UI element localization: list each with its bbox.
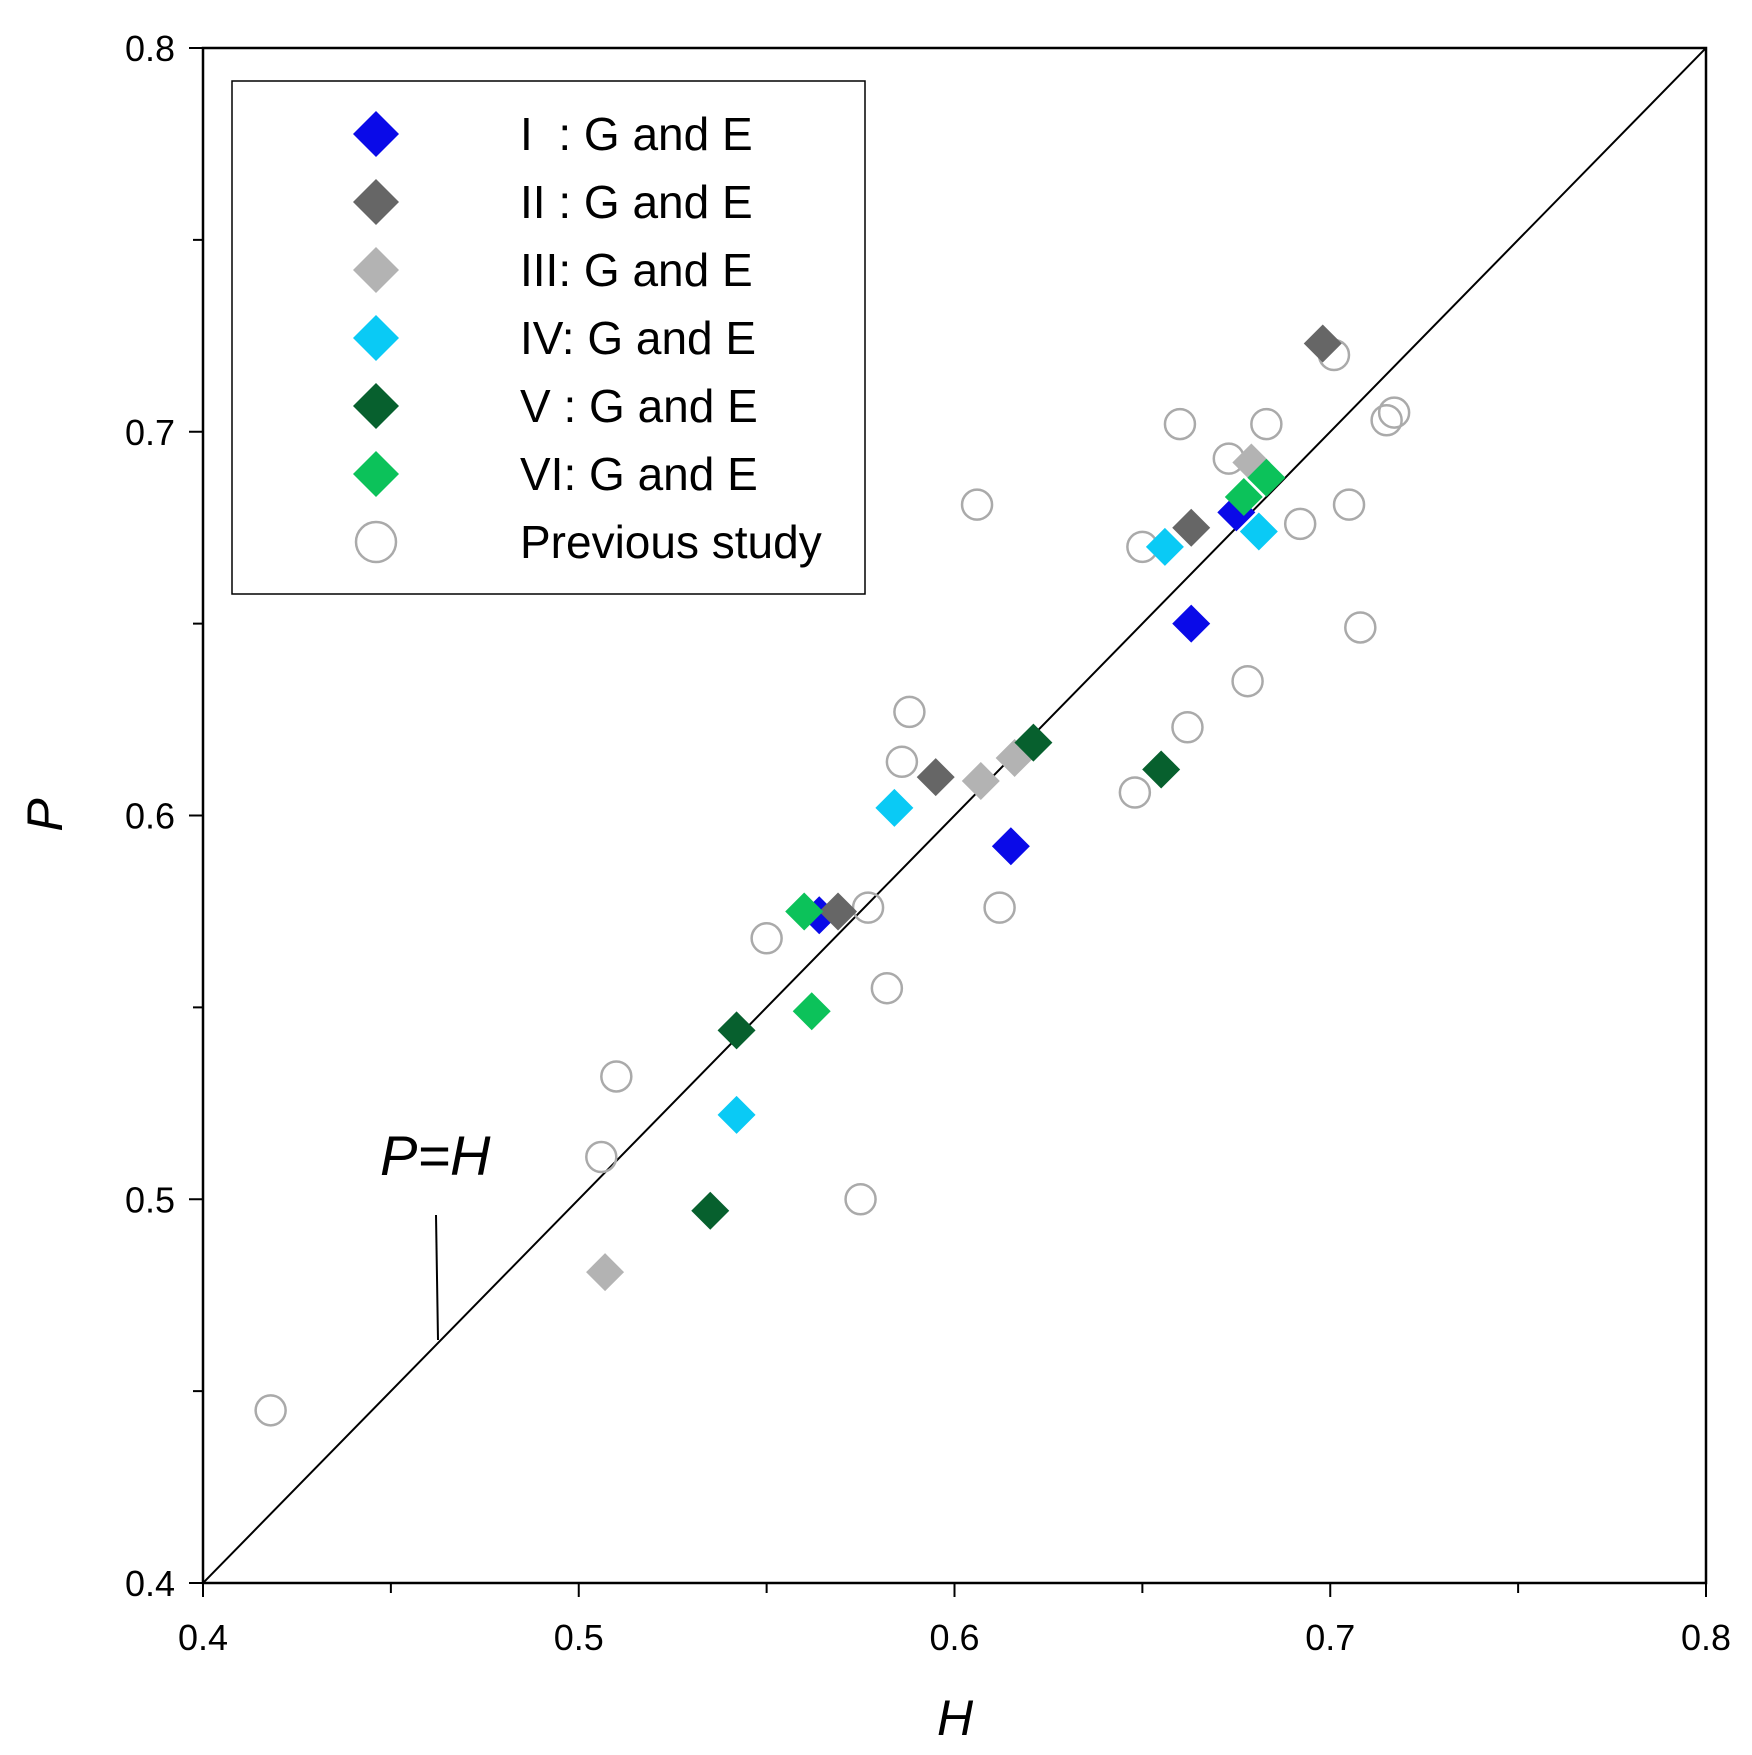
data-point-diamond: [1239, 512, 1278, 551]
legend-label: II : G and E: [520, 176, 753, 228]
data-point-circle: [1171, 710, 1204, 744]
annotation-pointer: [435, 1214, 439, 1341]
data-point-circle: [870, 971, 904, 1005]
data-point-circle: [1370, 403, 1403, 437]
y-axis-title: P: [17, 798, 73, 832]
data-point-diamond: [1145, 527, 1184, 566]
data-point-circle: [750, 922, 783, 955]
data-point-circle: [1118, 776, 1152, 809]
data-point-circle: [600, 1060, 633, 1093]
data-point-circle: [893, 695, 926, 729]
data-point-circle: [885, 745, 919, 779]
annotation-group: P=H: [380, 1124, 491, 1341]
x-tick-label: 0.4: [178, 1617, 228, 1658]
data-point-circle: [1231, 664, 1264, 698]
legend-box: [231, 80, 866, 595]
data-point-diamond: [991, 827, 1030, 866]
annotation-text: P=H: [380, 1124, 491, 1187]
legend-label: I : G and E: [520, 108, 753, 160]
data-point-circle: [844, 1183, 877, 1216]
x-axis-title: H: [937, 1690, 974, 1746]
legend-label: IV: G and E: [520, 312, 756, 364]
data-point-circle: [1377, 396, 1411, 429]
data-point-circle: [254, 1394, 287, 1427]
axis-ticks: 0.4 0.5 0.6 0.7 0.8 0.4 0.5 0.6 0.7 0.8: [125, 28, 1731, 1658]
data-point-diamond: [1142, 750, 1181, 789]
x-tick-label: 0.5: [554, 1617, 604, 1658]
data-point-diamond: [1224, 477, 1263, 516]
data-points: [254, 324, 1411, 1427]
data-point-circle: [960, 488, 994, 521]
data-point-diamond: [1172, 604, 1211, 643]
data-point-diamond: [875, 788, 914, 827]
data-point-circle: [1283, 507, 1317, 541]
data-point-circle: [1250, 407, 1283, 441]
data-point-diamond: [717, 1011, 756, 1050]
reference-line-p-equals-h: [203, 48, 1706, 1583]
data-point-diamond: [916, 758, 955, 797]
legend-marker: [353, 315, 399, 361]
data-point-diamond: [1303, 324, 1342, 363]
data-point-diamond: [1014, 723, 1053, 762]
data-point-diamond: [586, 1253, 625, 1292]
data-point-circle: [1332, 488, 1366, 521]
x-tick-label: 0.6: [929, 1617, 979, 1658]
legend-marker: [353, 451, 399, 497]
legend-label: Previous study: [520, 516, 822, 568]
data-point-diamond: [1172, 508, 1211, 547]
y-tick-label: 0.5: [125, 1179, 175, 1220]
data-point-diamond: [961, 761, 1000, 800]
data-point-diamond: [1217, 493, 1256, 532]
reference-line-group: [203, 48, 1706, 1583]
data-point-diamond: [785, 892, 824, 931]
x-tick-label: 0.7: [1305, 1617, 1355, 1658]
y-tick-label: 0.7: [125, 412, 175, 453]
data-point-circle: [983, 891, 1016, 924]
legend-marker: [353, 179, 399, 225]
legend: I : G and E II : G and E III: G and E IV: G…: [231, 80, 866, 595]
legend-label: VI: G and E: [520, 448, 758, 500]
data-point-circle: [1344, 611, 1377, 644]
data-point-diamond: [792, 992, 831, 1031]
data-point-diamond: [1247, 458, 1286, 497]
legend-marker: [353, 383, 399, 429]
data-point-diamond: [819, 892, 858, 931]
data-point-diamond: [691, 1191, 730, 1230]
legend-marker: [353, 111, 399, 157]
data-point-circle: [851, 891, 885, 924]
data-point-circle: [1163, 407, 1197, 441]
y-tick-label: 0.4: [125, 1563, 175, 1604]
legend-marker: [353, 247, 399, 293]
x-tick-label: 0.8: [1681, 1617, 1731, 1658]
legend-label: V : G and E: [520, 380, 758, 432]
data-point-circle: [585, 1140, 618, 1174]
y-tick-label: 0.8: [125, 28, 175, 69]
data-point-diamond: [717, 1095, 756, 1134]
y-tick-label: 0.6: [125, 796, 175, 837]
legend-label: III: G and E: [520, 244, 753, 296]
legend-marker: [354, 520, 398, 564]
